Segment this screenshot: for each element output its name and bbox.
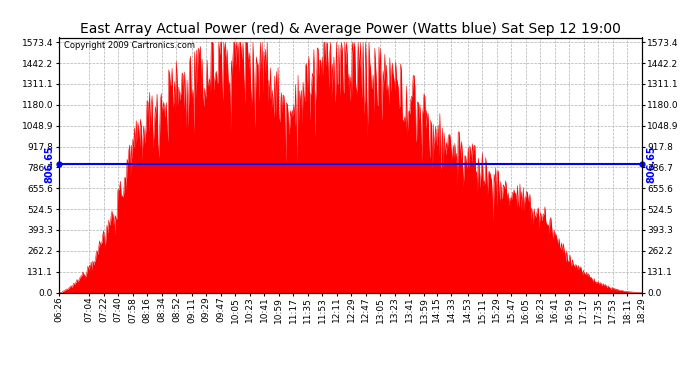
Text: 806.65: 806.65 (647, 146, 656, 183)
Title: East Array Actual Power (red) & Average Power (Watts blue) Sat Sep 12 19:00: East Array Actual Power (red) & Average … (80, 22, 620, 36)
Text: 806.65: 806.65 (44, 146, 54, 183)
Text: Copyright 2009 Cartronics.com: Copyright 2009 Cartronics.com (64, 41, 195, 50)
